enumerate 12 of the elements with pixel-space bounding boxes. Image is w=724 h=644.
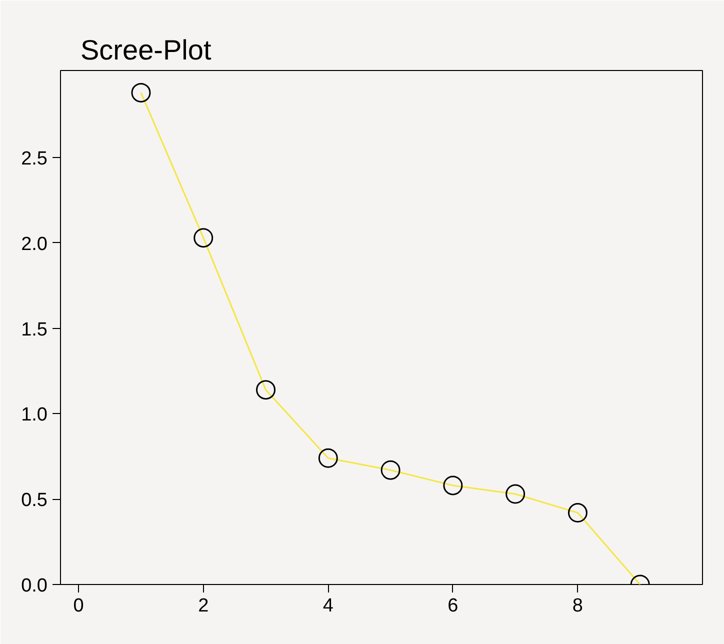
x-tick-label: 4 [322, 596, 334, 616]
x-tick-label: 6 [448, 596, 458, 616]
y-tick-label: 1.5 [21, 319, 48, 340]
x-tick-label: 0 [73, 596, 84, 616]
y-tick-label: 2.0 [21, 234, 48, 255]
x-tick-label: 8 [572, 596, 584, 616]
y-tick-label: 1.0 [21, 404, 48, 426]
y-tick-label: 0.5 [21, 490, 48, 512]
y-tick-label: 0.0 [21, 576, 48, 596]
x-tick-label: 2 [198, 596, 209, 616]
y-tick-label: 2.5 [21, 148, 48, 170]
chart-title: Scree-Plot [80, 34, 212, 66]
